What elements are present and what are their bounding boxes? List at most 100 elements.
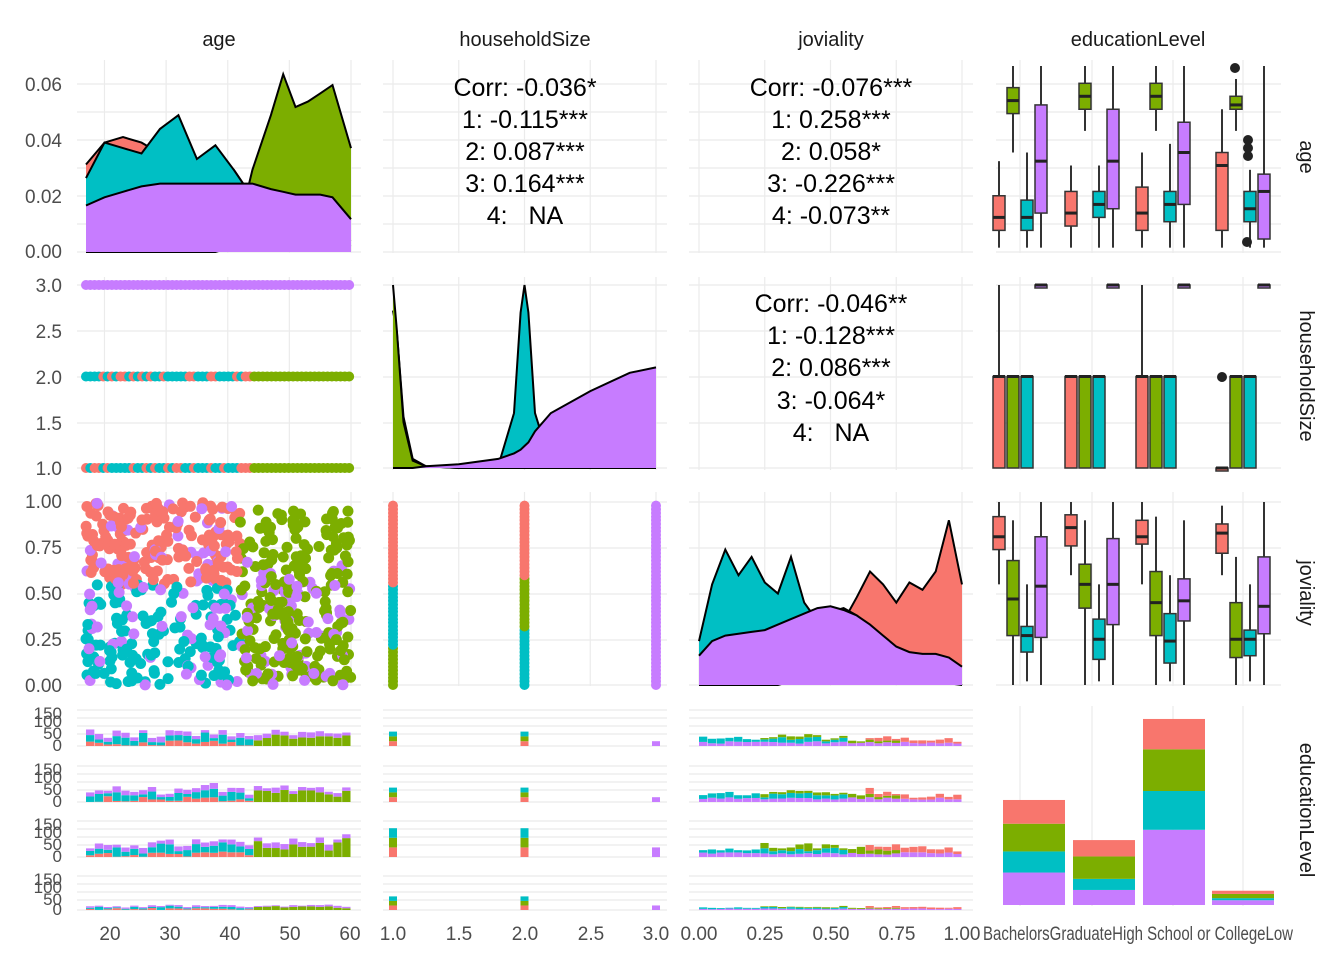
hist-bar [891, 794, 901, 796]
hist-bar [94, 848, 104, 854]
hist-bar [298, 737, 307, 746]
hist-bar [324, 791, 333, 795]
hist-bar [200, 785, 210, 791]
hist-bar [760, 848, 769, 854]
hist-bar [333, 733, 342, 738]
hist-bar [192, 788, 201, 793]
hist-bar [734, 850, 743, 853]
hist-bar [315, 906, 324, 910]
box-household-HighSchoolOrCollege-1-box [1135, 375, 1149, 469]
hist-bar [280, 844, 289, 850]
scatter-point [302, 616, 314, 628]
hist-bar [874, 909, 883, 910]
hist-bar [324, 794, 333, 802]
scatter-point [294, 569, 306, 581]
hist-bar [848, 908, 857, 910]
scatter-point [215, 574, 227, 586]
scatter-point [322, 613, 334, 625]
hist-bar [253, 786, 263, 791]
hist-bar [289, 905, 298, 907]
hist-bar [760, 906, 769, 907]
scatter-point [337, 679, 349, 691]
hist-bar [918, 908, 927, 910]
hist-bar [795, 853, 804, 857]
hist-bar [734, 798, 743, 802]
hist-bar [707, 793, 717, 798]
hist-bar [147, 842, 157, 848]
scatter-point [274, 650, 286, 662]
hist-bar [271, 848, 280, 857]
box-household-Graduate-2-box [1078, 375, 1092, 469]
hist-bar [953, 907, 962, 909]
scatter-point [86, 600, 98, 612]
scatter-point [314, 645, 326, 657]
scatter-point [82, 618, 94, 630]
hist-bar [236, 745, 245, 746]
hist-bar [227, 742, 236, 746]
hist-bar [103, 906, 112, 909]
hist-bar [389, 847, 397, 857]
hist-bar [751, 739, 760, 742]
hist-bar [795, 909, 804, 910]
scatter-point [244, 635, 256, 647]
box-age-HighSchoolOrCollege-3-box [1163, 190, 1177, 223]
hist-bar [891, 742, 901, 746]
hist-bar [174, 792, 183, 801]
hist-bar [289, 844, 298, 857]
hist-bar [953, 743, 962, 746]
hist-bar [883, 846, 892, 851]
hist-bar [209, 908, 218, 910]
hist-bar [130, 795, 139, 801]
hist-bar [520, 731, 529, 737]
corr-age-household-group-4: 4: NA [487, 202, 564, 230]
hist-bar [830, 853, 839, 857]
hist-bar [130, 737, 139, 741]
hist-bar [699, 908, 708, 910]
hist-bar [830, 793, 839, 796]
hist-bar [209, 905, 218, 907]
hist-bar [821, 844, 830, 849]
hist-bar [909, 743, 918, 746]
edu-bar-Graduate-4 [1073, 889, 1135, 905]
age-density-series-4-fill [86, 183, 351, 252]
hist-bar [652, 905, 660, 910]
corr-age-household-group-2: 2: 0.087*** [465, 138, 585, 166]
hist-bar [874, 908, 883, 910]
scatter-point [283, 573, 295, 585]
tick-count-y: 0 [53, 847, 62, 866]
hist-bar [103, 741, 112, 745]
hist-bar [520, 896, 529, 901]
box-joviality-Bachelors-3-box [1020, 625, 1034, 653]
hist-bar [751, 793, 760, 798]
scatter-point [215, 517, 227, 529]
scatter-point [220, 546, 232, 558]
scatter-point [342, 505, 354, 517]
hist-bar [236, 733, 245, 738]
hist-bar [734, 907, 743, 909]
box-joviality-Low-3-box [1243, 629, 1257, 657]
hist-bar [865, 742, 874, 746]
hist-bar [315, 837, 324, 843]
hist-bar [760, 842, 769, 849]
hist-bar [953, 854, 962, 857]
hist-bar [86, 907, 95, 909]
hist-bar [86, 850, 95, 856]
tick-count-y: 100 [34, 768, 62, 787]
scatter-point [184, 500, 196, 512]
hist-bar [333, 796, 342, 802]
hist-bar [121, 907, 130, 909]
box-joviality-Graduate-4-box [1106, 537, 1120, 626]
hist-bar [909, 740, 918, 744]
hist-bar [830, 847, 839, 854]
hist-bar [112, 792, 121, 801]
hist-bar [926, 740, 936, 743]
scatter-point [84, 588, 96, 600]
hist-bar [236, 846, 245, 853]
hist-bar [865, 739, 874, 743]
hist-bar [86, 729, 95, 736]
hist-bar [183, 907, 192, 909]
hist-bar [821, 798, 830, 802]
hist-bar [218, 734, 227, 744]
hist-bar [520, 905, 529, 910]
scatter-point [109, 597, 121, 609]
